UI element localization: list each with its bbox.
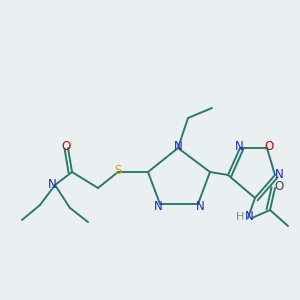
Text: O: O (264, 140, 274, 154)
Text: N: N (174, 140, 182, 154)
Text: N: N (244, 211, 253, 224)
Text: N: N (48, 178, 56, 191)
Text: N: N (154, 200, 162, 212)
Text: S: S (114, 164, 122, 176)
Text: H: H (236, 212, 244, 222)
Text: O: O (274, 179, 284, 193)
Text: N: N (196, 200, 204, 212)
Text: N: N (274, 169, 284, 182)
Text: N: N (235, 140, 243, 154)
Text: O: O (61, 140, 70, 152)
